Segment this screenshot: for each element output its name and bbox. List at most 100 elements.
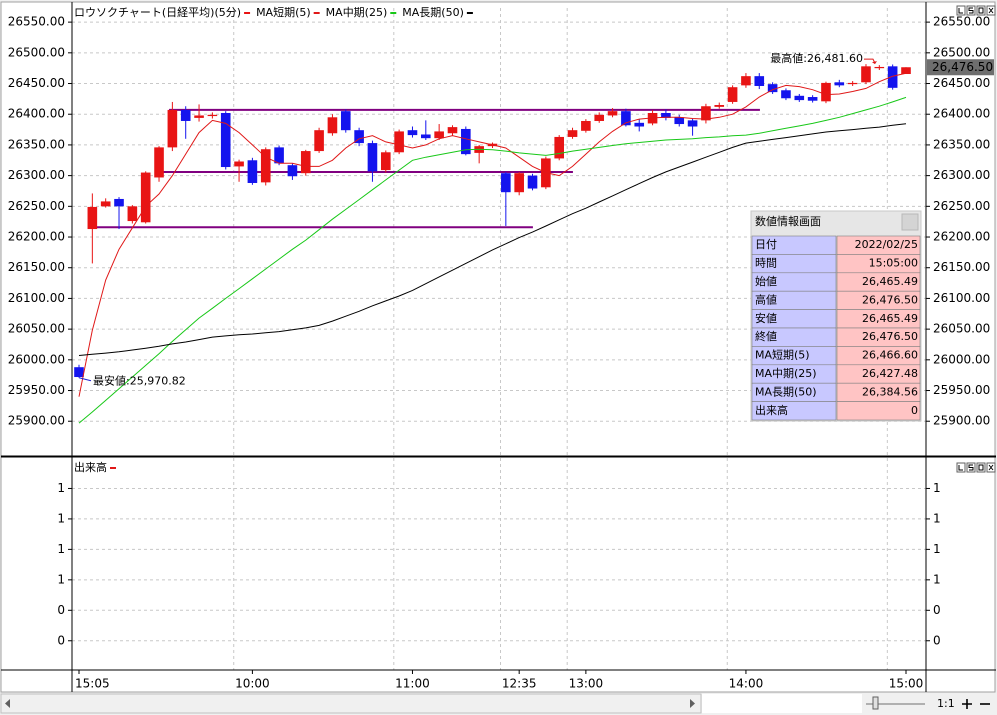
candle-body xyxy=(274,147,284,164)
scroll-area xyxy=(702,694,862,713)
scroll-track[interactable] xyxy=(0,693,702,714)
zoom-in[interactable] xyxy=(962,699,972,709)
candle-body xyxy=(661,112,671,118)
candle-body xyxy=(140,172,151,223)
info-key: 日付 xyxy=(755,238,777,251)
candle-body xyxy=(340,111,351,131)
icon-max xyxy=(978,7,984,14)
info-value: 2022/02/25 xyxy=(855,238,918,251)
info-panel-title: 数値情報画面 xyxy=(755,215,821,228)
info-value: 26,427.48 xyxy=(862,367,918,380)
candle-body xyxy=(741,76,751,86)
candle-body xyxy=(807,97,818,101)
y-tick-label: 26550.00 xyxy=(8,15,65,29)
y-tick-label: 1 xyxy=(57,511,65,525)
button-l[interactable] xyxy=(956,462,966,473)
candle-body xyxy=(127,206,138,222)
y-tick-label: 26050.00 xyxy=(933,322,990,336)
grid-layer xyxy=(72,8,926,670)
scroll-left[interactable] xyxy=(5,699,10,708)
y-tick-label: 26050.00 xyxy=(8,322,65,336)
pane-buttons[interactable] xyxy=(956,462,996,473)
candle-body xyxy=(714,105,725,107)
overlay-layer: 最高値:26,481.60 最安値:25,970.82 26,476.50 数値情報画… xyxy=(74,5,994,474)
y-tick-label: 26250.00 xyxy=(8,199,65,213)
candle-body xyxy=(461,128,471,155)
y-tick-label: 26300.00 xyxy=(8,168,65,182)
moving-average-line xyxy=(78,96,907,424)
candle-body xyxy=(674,117,685,125)
scroll-bar[interactable]: 1:1 xyxy=(0,693,990,714)
candle-body xyxy=(300,151,311,174)
y-tick-label: 25900.00 xyxy=(8,414,65,428)
candle-body xyxy=(220,112,231,168)
plot-background xyxy=(72,458,926,670)
candle-body xyxy=(607,111,618,116)
legend-label: MA長期(50) xyxy=(402,6,464,19)
candle-body xyxy=(514,173,524,193)
candle-body xyxy=(434,131,444,139)
info-key: 安値 xyxy=(755,311,777,325)
candle-body xyxy=(847,82,858,85)
pane-buttons[interactable] xyxy=(956,5,996,16)
y-tick-label: 26500.00 xyxy=(8,45,65,59)
button-max[interactable] xyxy=(976,5,986,16)
candle-body xyxy=(154,147,164,178)
info-key: 終値 xyxy=(755,329,777,343)
y-tick-label: 26100.00 xyxy=(8,291,65,305)
candle-body xyxy=(727,87,738,102)
x-tick-label: 10:00 xyxy=(235,677,270,691)
candle-body xyxy=(594,114,605,121)
moving-average-line xyxy=(78,72,907,397)
candle-body xyxy=(167,109,178,148)
zoom-slider-thumb[interactable] xyxy=(872,696,879,710)
candle-body xyxy=(687,120,698,127)
scroll-right[interactable] xyxy=(690,699,695,708)
candle-body xyxy=(754,76,765,86)
info-value-cell xyxy=(836,401,921,421)
candle-body xyxy=(794,95,805,101)
y-tick-label: 26500.00 xyxy=(933,45,990,59)
last-price-label: 26,476.50 xyxy=(932,60,993,74)
y-tick-label: 1 xyxy=(933,542,941,556)
y-tick-label: 1 xyxy=(933,511,941,525)
annotation-leader xyxy=(78,377,92,382)
info-value: 15:05:00 xyxy=(869,257,918,270)
y-tick-label: 26000.00 xyxy=(8,352,65,366)
info-value: 26,466.60 xyxy=(862,349,918,362)
y-tick-label: 26150.00 xyxy=(933,260,990,274)
info-key: MA長期(50) xyxy=(755,385,817,398)
icon-max xyxy=(978,464,984,471)
info-value: 26,476.50 xyxy=(862,293,918,306)
annotation-text: 最安値:25,970.82 xyxy=(93,374,186,388)
candle-body xyxy=(861,66,871,83)
x-tick-label: 12:35 xyxy=(502,677,537,691)
candle-body xyxy=(394,131,404,153)
candle-body xyxy=(314,130,324,152)
info-key: 始値 xyxy=(755,274,777,288)
candle-body xyxy=(874,66,885,69)
y-tick-label: 0 xyxy=(933,603,941,617)
button-max[interactable] xyxy=(976,462,986,473)
candle-body xyxy=(887,66,898,88)
candle-body xyxy=(354,130,364,144)
button-l[interactable] xyxy=(956,5,966,16)
y-tick-label: 25950.00 xyxy=(8,383,65,397)
annotation-text: 最高値:26,481.60 xyxy=(770,51,863,65)
last-price-box xyxy=(927,59,994,76)
y-tick-label: 25950.00 xyxy=(933,383,990,397)
info-value: 26,465.49 xyxy=(862,275,918,288)
candle-body xyxy=(327,117,338,134)
y-tick-label: 1 xyxy=(57,481,65,495)
candle-body xyxy=(501,173,511,193)
candle-body xyxy=(74,367,84,378)
candle-body xyxy=(234,161,244,167)
y-tick-label: 0 xyxy=(57,603,65,617)
icon-l xyxy=(958,8,963,14)
candle-body xyxy=(367,143,378,172)
candle-body xyxy=(621,111,631,126)
info-key: 出来高 xyxy=(755,403,788,417)
y-tick-label: 0 xyxy=(57,633,65,647)
